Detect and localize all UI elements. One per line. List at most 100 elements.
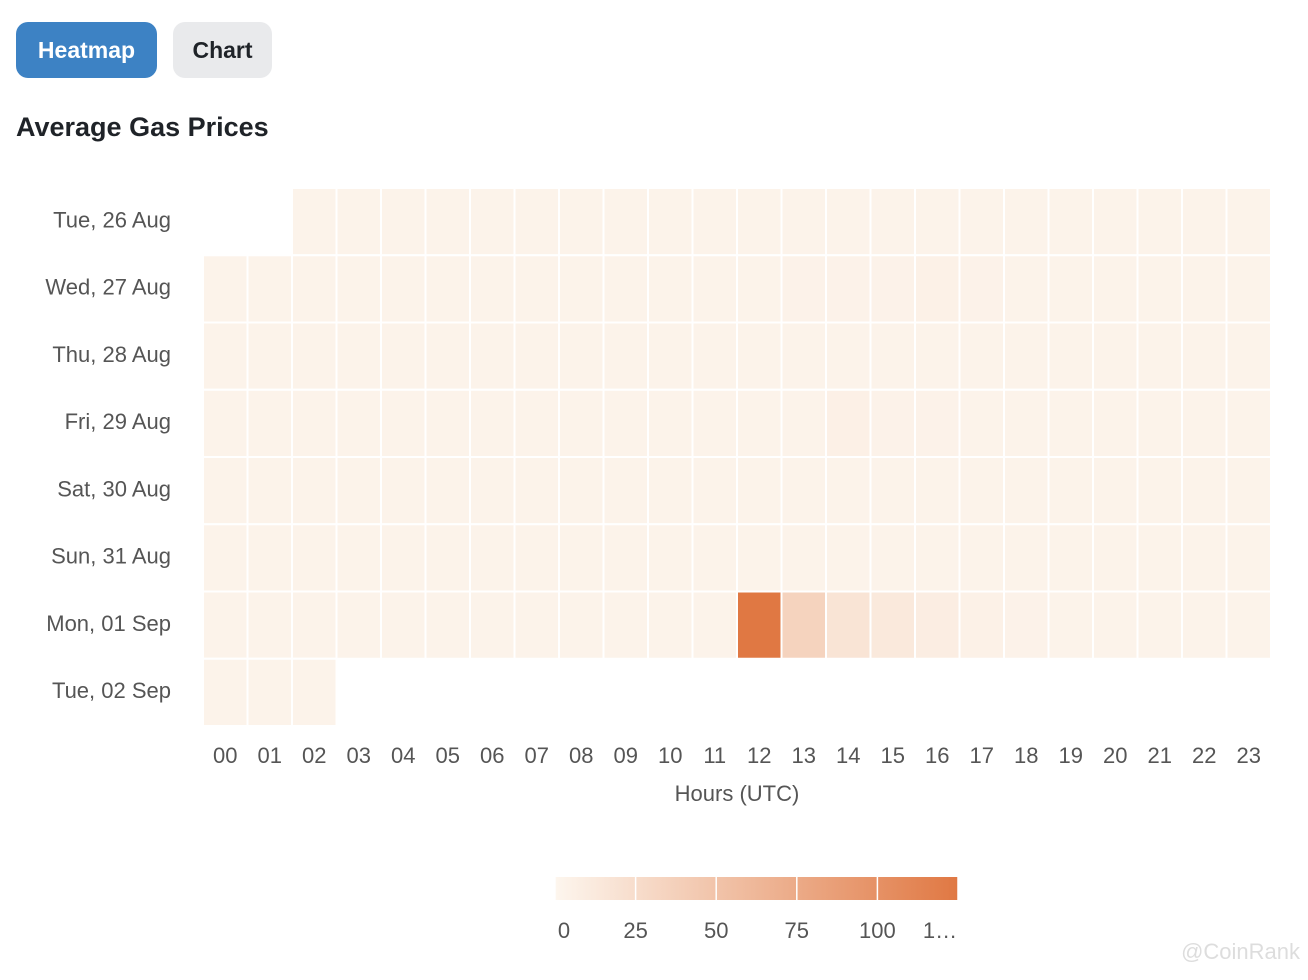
x-tick-label: 21: [1148, 743, 1172, 768]
heatmap-cell: [736, 321, 783, 391]
tab-button[interactable]: Chart: [173, 22, 272, 78]
heatmap-cell: [691, 321, 738, 391]
heatmap-cell: [869, 523, 916, 593]
x-tick-label: 02: [302, 743, 326, 768]
heatmap-cell: [1003, 590, 1050, 660]
heatmap-cell: [202, 590, 249, 660]
x-tick-label: 19: [1059, 743, 1083, 768]
x-tick-label: 07: [525, 743, 549, 768]
heatmap-cell: [914, 590, 961, 660]
heatmap-cell: [958, 388, 1005, 458]
heatmap-cell: [780, 523, 827, 593]
heatmap-cell: [825, 254, 872, 324]
heatmap-cell: [1136, 523, 1183, 593]
heatmap-cell: [380, 590, 427, 660]
heatmap-cell: [380, 523, 427, 593]
heatmap-cell: [291, 254, 338, 324]
chart-title: Average Gas Prices: [16, 112, 269, 142]
heatmap-cell: [869, 187, 916, 257]
heatmap-cell: [869, 590, 916, 660]
heatmap-cell: [380, 321, 427, 391]
heatmap-cell: [869, 321, 916, 391]
x-tick-label: 08: [569, 743, 593, 768]
heatmap-cell: [1092, 388, 1139, 458]
x-tick-label: 05: [436, 743, 460, 768]
heatmap-cell: [335, 254, 382, 324]
heatmap-cell: [202, 657, 249, 727]
heatmap-cell: [736, 187, 783, 257]
x-tick-label: 14: [836, 743, 860, 768]
heatmap-cell: [469, 254, 516, 324]
x-tick-label: 16: [925, 743, 949, 768]
heatmap-cell: [825, 321, 872, 391]
y-tick-label: Tue, 26 Aug: [53, 207, 171, 232]
legend-tick-label: 0: [558, 918, 570, 943]
watermark: @CoinRank: [1181, 939, 1301, 964]
heatmap-cell: [424, 388, 471, 458]
heatmap-cell: [380, 388, 427, 458]
heatmap-cell: [1047, 456, 1094, 526]
heatmap-cell: [736, 523, 783, 593]
heatmap-cell: [469, 187, 516, 257]
legend-tick-label: 1…: [923, 918, 957, 943]
heatmap-cell: [1181, 590, 1228, 660]
heatmap-cell: [558, 523, 605, 593]
x-tick-label: 20: [1103, 743, 1127, 768]
heatmap-cell: [202, 321, 249, 391]
heatmap-cell: [1225, 321, 1272, 391]
heatmap-cell: [780, 388, 827, 458]
heatmap-cell: [291, 187, 338, 257]
heatmap-cell: [513, 590, 560, 660]
legend-tick-label: 50: [704, 918, 728, 943]
heatmap-cell: [736, 456, 783, 526]
heatmap-cell: [335, 523, 382, 593]
heatmap-cell: [1092, 590, 1139, 660]
heatmap-cell: [513, 321, 560, 391]
x-tick-label: 15: [881, 743, 905, 768]
heatmap-cell: [1092, 523, 1139, 593]
heatmap-cell: [469, 321, 516, 391]
heatmap-cell: [780, 456, 827, 526]
x-tick-label: 06: [480, 743, 504, 768]
heatmap-cell: [602, 187, 649, 257]
heatmap-cell: [1003, 388, 1050, 458]
heatmap-cell: [469, 456, 516, 526]
heatmap-cell: [647, 388, 694, 458]
y-tick-label: Sun, 31 Aug: [51, 544, 171, 569]
heatmap-cell: [914, 523, 961, 593]
heatmap-cell: [825, 456, 872, 526]
heatmap-cell: [914, 187, 961, 257]
heatmap-cell: [469, 590, 516, 660]
heatmap-cell: [1181, 254, 1228, 324]
heatmap-cell: [513, 523, 560, 593]
heatmap-cell: [1181, 187, 1228, 257]
heatmap-cell: [691, 523, 738, 593]
heatmap-cell: [1225, 388, 1272, 458]
heatmap-cell: [291, 657, 338, 727]
heatmap-cell: [780, 321, 827, 391]
heatmap-cell: [380, 254, 427, 324]
color-legend: [555, 877, 958, 900]
heatmap-cell: [602, 254, 649, 324]
heatmap-cell: [1181, 523, 1228, 593]
heatmap-cell: [1003, 523, 1050, 593]
heatmap-cell: [246, 254, 293, 324]
heatmap-cell: [246, 388, 293, 458]
heatmap-cell: [424, 456, 471, 526]
heatmap-cell: [691, 590, 738, 660]
heatmap-cell: [1003, 321, 1050, 391]
legend-tick-label: 25: [623, 918, 647, 943]
heatmap-cell: [691, 187, 738, 257]
heatmap-cell: [869, 254, 916, 324]
heatmap-cell: [246, 321, 293, 391]
heatmap-cell: [335, 590, 382, 660]
heatmap-cell: [424, 523, 471, 593]
heatmap-cell: [1092, 187, 1139, 257]
x-tick-label: 09: [614, 743, 638, 768]
tab-button[interactable]: Heatmap: [16, 22, 157, 78]
heatmap-cell: [291, 321, 338, 391]
heatmap-cell: [202, 254, 249, 324]
heatmap-cell: [602, 321, 649, 391]
heatmap-cell: [513, 388, 560, 458]
